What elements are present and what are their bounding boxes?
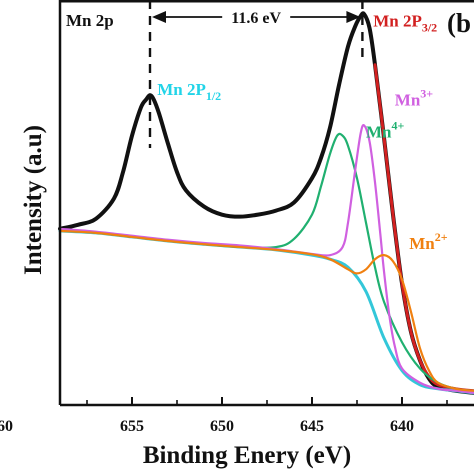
peak-label-4plus: Mn4+	[366, 119, 405, 142]
chart-labels: Binding Enery (eV) Intensity (a.u) Mn 2p (b…	[20, 8, 471, 469]
x-axis-title: Binding Enery (eV)	[143, 442, 351, 469]
x-tick-label: 655	[120, 418, 144, 435]
arrow-right-icon	[346, 11, 361, 23]
x-tick-label-partial: 60	[0, 418, 13, 435]
chart-series-group	[58, 11, 474, 395]
arrow-left-icon	[152, 11, 166, 23]
x-ticks: 655 650 645 640 60	[0, 397, 448, 435]
series-line-mn2plus	[58, 229, 474, 392]
peak-label-2plus: Mn2+	[409, 230, 448, 253]
x-tick-label: 650	[210, 418, 234, 435]
peak-label-3plus: Mn3+	[395, 86, 434, 109]
separation-label-bg	[222, 5, 291, 25]
region-label: Mn 2p	[66, 11, 114, 30]
panel-label: (b	[447, 8, 471, 38]
y-axis-title: Intensity (a.u)	[20, 125, 47, 275]
x-tick-label: 645	[300, 418, 324, 435]
separation-label: 11.6 eV	[231, 10, 281, 27]
separation-guides: 11.6 eV	[148, 0, 364, 148]
x-tick-label: 640	[390, 418, 414, 435]
series-line-mn3plus	[58, 124, 474, 394]
peak-label-1-2: Mn 2P1/2	[157, 80, 221, 103]
peak-label-3-2: Mn 2P3/2	[373, 11, 437, 34]
